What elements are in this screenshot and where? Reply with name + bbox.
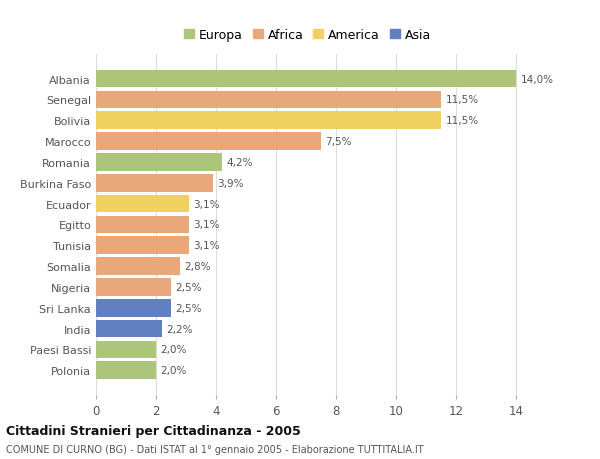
- Legend: Europa, Africa, America, Asia: Europa, Africa, America, Asia: [179, 24, 436, 47]
- Bar: [96, 299, 171, 317]
- Text: 11,5%: 11,5%: [445, 95, 479, 105]
- Bar: [96, 341, 156, 358]
- Text: 4,2%: 4,2%: [227, 157, 253, 168]
- Text: 2,5%: 2,5%: [176, 303, 202, 313]
- Text: 2,5%: 2,5%: [176, 282, 202, 292]
- Text: 7,5%: 7,5%: [325, 137, 352, 147]
- Text: 2,8%: 2,8%: [185, 262, 211, 271]
- Bar: [96, 216, 189, 234]
- Text: COMUNE DI CURNO (BG) - Dati ISTAT al 1° gennaio 2005 - Elaborazione TUTTITALIA.I: COMUNE DI CURNO (BG) - Dati ISTAT al 1° …: [6, 444, 424, 454]
- Bar: [96, 112, 441, 130]
- Text: 3,1%: 3,1%: [193, 220, 220, 230]
- Bar: [96, 174, 213, 192]
- Bar: [96, 154, 222, 171]
- Bar: [96, 362, 156, 379]
- Text: 3,1%: 3,1%: [193, 241, 220, 251]
- Text: 3,9%: 3,9%: [218, 179, 244, 188]
- Bar: [96, 279, 171, 296]
- Text: 11,5%: 11,5%: [445, 116, 479, 126]
- Text: Cittadini Stranieri per Cittadinanza - 2005: Cittadini Stranieri per Cittadinanza - 2…: [6, 424, 301, 437]
- Bar: [96, 71, 516, 88]
- Bar: [96, 133, 321, 151]
- Bar: [96, 237, 189, 255]
- Bar: [96, 320, 162, 338]
- Text: 3,1%: 3,1%: [193, 199, 220, 209]
- Bar: [96, 195, 189, 213]
- Text: 14,0%: 14,0%: [521, 74, 554, 84]
- Text: 2,0%: 2,0%: [161, 365, 187, 375]
- Bar: [96, 91, 441, 109]
- Bar: [96, 257, 180, 275]
- Text: 2,0%: 2,0%: [161, 345, 187, 355]
- Text: 2,2%: 2,2%: [167, 324, 193, 334]
